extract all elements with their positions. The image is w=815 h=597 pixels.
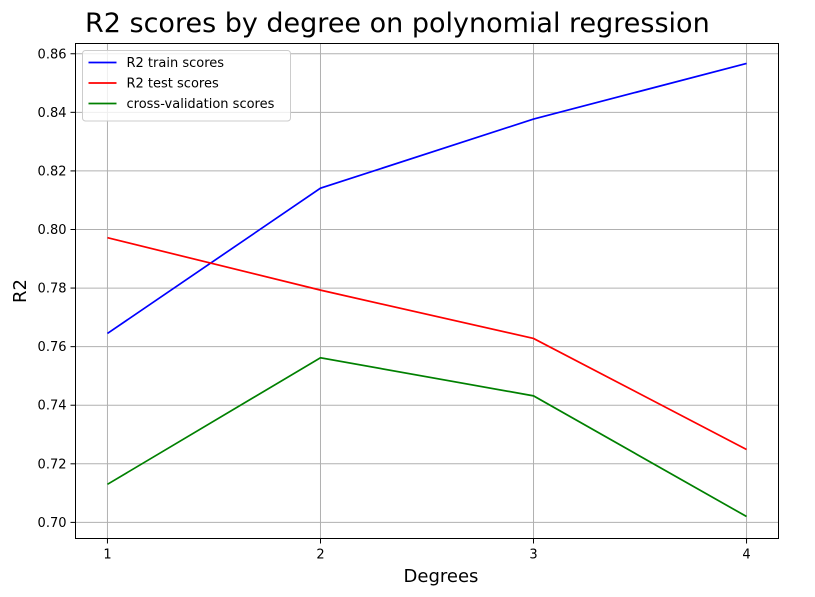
y-tick-label: 0.86 xyxy=(38,47,67,62)
x-tick-label: 4 xyxy=(742,548,750,563)
y-tick-label: 0.74 xyxy=(38,399,67,414)
legend-box xyxy=(82,50,291,122)
x-tick-label: 2 xyxy=(316,548,324,563)
x-tick-label: 1 xyxy=(103,548,111,563)
legend-label: R2 train scores xyxy=(127,56,225,71)
series-line-2 xyxy=(107,236,747,451)
chart-title: R2 scores by degree on polynomial regres… xyxy=(85,8,710,39)
x-tick-label: 3 xyxy=(529,548,537,563)
y-tick-label: 0.72 xyxy=(38,457,67,472)
plot-frame xyxy=(75,43,779,539)
series-line-1 xyxy=(106,62,747,335)
series-lines xyxy=(106,62,747,518)
x-axis-label: Degrees xyxy=(404,566,479,587)
x-axis: 1 2 3 4 xyxy=(103,538,751,563)
legend: R2 train scores R2 test scores cross-valid… xyxy=(82,50,291,122)
y-tick-label: 0.80 xyxy=(38,223,67,238)
series-line-3 xyxy=(107,356,747,518)
legend-label: R2 test scores xyxy=(127,77,219,92)
legend-label: cross-validation scores xyxy=(127,97,275,112)
y-tick-label: 0.84 xyxy=(38,106,67,121)
y-tick-label: 0.78 xyxy=(38,282,67,297)
y-axis-label: R2 xyxy=(10,279,31,303)
y-tick-label: 0.82 xyxy=(38,164,67,179)
y-axis: 0.70 0.72 0.74 0.76 0.78 0.80 0.82 0.84 0.86 xyxy=(38,47,76,531)
y-tick-label: 0.70 xyxy=(38,516,67,531)
y-tick-label: 0.76 xyxy=(38,340,67,355)
